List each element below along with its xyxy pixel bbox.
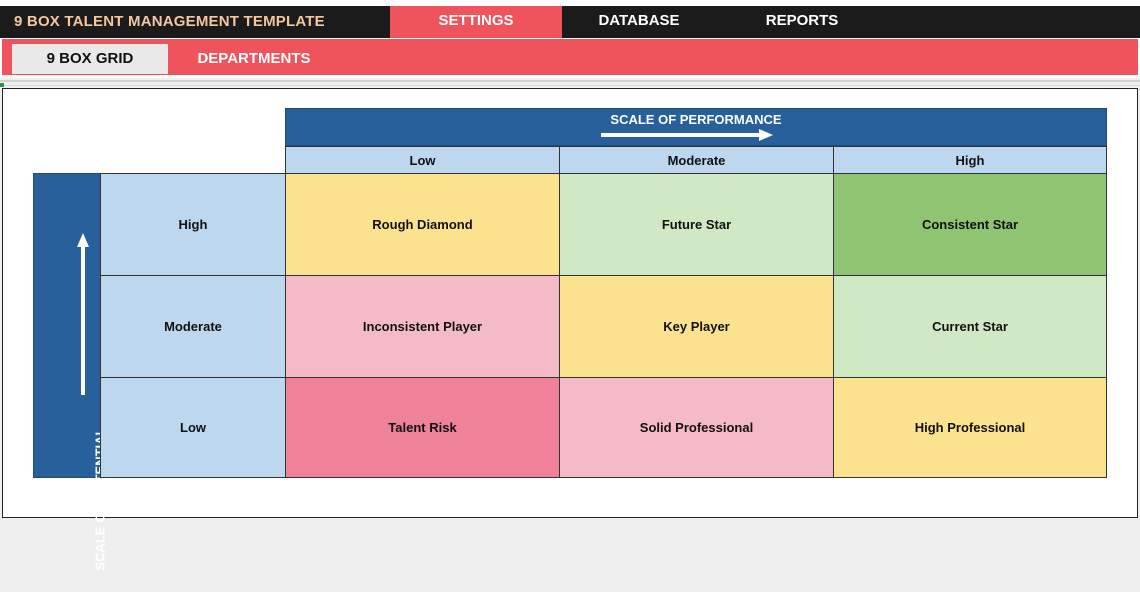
subtab-9-box-grid[interactable]: 9 BOX GRID [12,44,168,74]
box-inconsistent-player[interactable]: Inconsistent Player [285,275,560,378]
box-key-player[interactable]: Key Player [559,275,834,378]
box-talent-risk[interactable]: Talent Risk [285,377,560,478]
potential-level-moderate: Moderate [100,275,286,378]
performance-scale-title: SCALE OF PERFORMANCE [610,112,782,127]
potential-scale-header: SCALE OF POTENTIAL [33,173,108,571]
app-title: 9 BOX TALENT MANAGEMENT TEMPLATE [14,13,325,30]
top-nav-bar [0,0,1140,38]
divider [0,80,1140,82]
cell-selection-marker [0,83,4,87]
right-arrow-icon [601,129,773,141]
subtab-departments[interactable]: DEPARTMENTS [197,50,311,67]
performance-level-high: High [833,146,1107,174]
divider [0,85,1140,86]
up-arrow-icon [77,233,89,395]
box-rough-diamond[interactable]: Rough Diamond [285,173,560,276]
performance-scale-header: SCALE OF PERFORMANCE [285,108,1107,146]
performance-level-low: Low [285,146,560,174]
box-future-star[interactable]: Future Star [559,173,834,276]
box-solid-professional[interactable]: Solid Professional [559,377,834,478]
tab-reports[interactable]: REPORTS [765,12,839,29]
sub-nav-bar [0,38,1140,78]
performance-level-moderate: Moderate [559,146,834,174]
box-current-star[interactable]: Current Star [833,275,1107,378]
potential-level-high: High [100,173,286,276]
box-consistent-star[interactable]: Consistent Star [833,173,1107,276]
sub-nav-background [2,39,1138,75]
top-nav-background [0,6,1140,38]
potential-level-low: Low [100,377,286,478]
tab-database[interactable]: DATABASE [598,12,680,29]
tab-settings[interactable]: SETTINGS [390,6,562,38]
box-high-professional[interactable]: High Professional [833,377,1107,478]
